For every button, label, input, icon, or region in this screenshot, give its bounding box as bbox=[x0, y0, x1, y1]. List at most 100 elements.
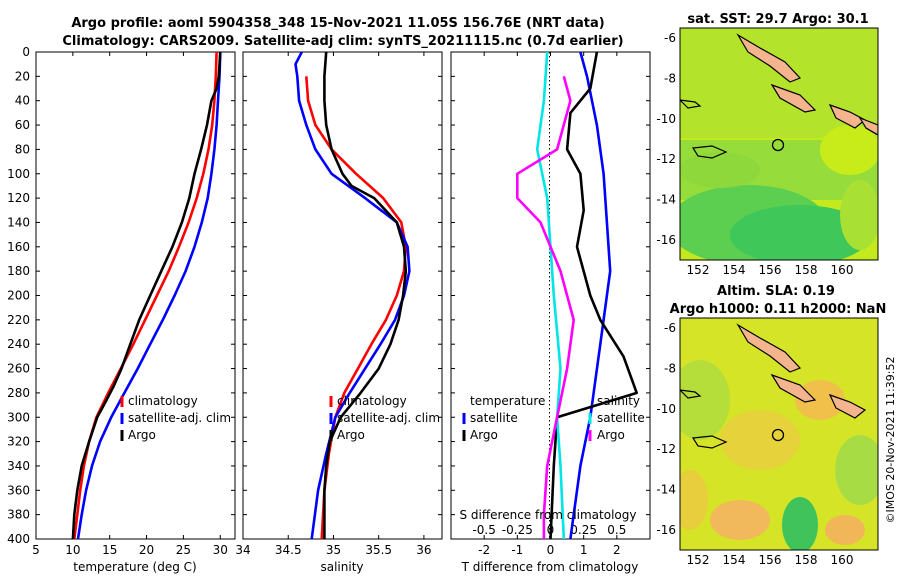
legend-label-s-argo: Argo bbox=[597, 428, 625, 442]
x-tick-label: 1 bbox=[580, 543, 588, 557]
y-tick-label: 0 bbox=[22, 45, 30, 59]
sst-map-frame bbox=[679, 27, 879, 261]
lines-layer bbox=[71, 52, 639, 539]
map-y-tick-label: -16 bbox=[656, 233, 676, 247]
title-line-2: Climatology: CARS2009. Satellite-adj cli… bbox=[62, 34, 623, 49]
map-x-tick-label: 158 bbox=[795, 553, 818, 567]
argo-position-marker bbox=[771, 138, 785, 152]
map-y-tick-label: -6 bbox=[664, 321, 676, 335]
temperature-xlabel: temperature (deg C) bbox=[73, 560, 196, 574]
difference-top-xlabel: S difference from climatology bbox=[460, 508, 637, 522]
salinity-series-group bbox=[294, 52, 411, 539]
x-tick-label: 35.5 bbox=[365, 543, 392, 557]
map-y-tick-label: -10 bbox=[656, 112, 676, 126]
y-tick-label: 280 bbox=[7, 386, 30, 400]
difference-legend: temperature satellite Argo salinity sate… bbox=[462, 394, 645, 442]
salinity-axes bbox=[242, 51, 443, 540]
salinity-xlabel: salinity bbox=[320, 560, 363, 574]
sla-map-field bbox=[680, 318, 878, 550]
x-tick-label: 20 bbox=[139, 543, 154, 557]
x-tick-label: 2 bbox=[613, 543, 621, 557]
x-tick-label: 0 bbox=[547, 543, 555, 557]
series-line-salinity-argo bbox=[515, 75, 576, 539]
x-tick-label: 15 bbox=[102, 543, 117, 557]
series-line-satellite bbox=[294, 52, 411, 539]
y-tick-label: 180 bbox=[7, 264, 30, 278]
x-tick-label: 10 bbox=[65, 543, 80, 557]
y-tick-label: 20 bbox=[15, 69, 30, 83]
temperature-axes bbox=[35, 51, 236, 540]
y-tick-label: 40 bbox=[15, 94, 30, 108]
difference-series-group bbox=[515, 52, 639, 539]
map-y-tick-label: -8 bbox=[664, 71, 676, 85]
series-line-satellite bbox=[76, 52, 222, 539]
map-y-tick-label: -12 bbox=[656, 152, 676, 166]
legend-label-s-satellite: satellite bbox=[597, 411, 645, 425]
x-tick-label: 25 bbox=[176, 543, 191, 557]
map-x-tick-label: 160 bbox=[831, 263, 854, 277]
legend-label-argo: Argo bbox=[128, 428, 156, 442]
tick-layer: 0204060801001201401601802002202402602803… bbox=[7, 31, 853, 567]
y-tick-label: 260 bbox=[7, 362, 30, 376]
x-tick-label: 5 bbox=[32, 543, 40, 557]
legend-label-climatology: climatology bbox=[337, 394, 407, 408]
legend-title-salinity: salinity bbox=[597, 394, 640, 408]
legend-label-t-argo: Argo bbox=[470, 428, 498, 442]
y-tick-label: 340 bbox=[7, 459, 30, 473]
series-line-climatology bbox=[73, 52, 218, 539]
y-tick-label: 360 bbox=[7, 483, 30, 497]
map-y-tick-label: -12 bbox=[656, 442, 676, 456]
salinity-legend: climatology satellite-adj. clim Argo bbox=[329, 394, 440, 442]
x-tick-label: -1 bbox=[511, 543, 523, 557]
y-tick-label: 100 bbox=[7, 167, 30, 181]
map-y-tick-label: -8 bbox=[664, 361, 676, 375]
top-x-tick-label: -0.25 bbox=[502, 523, 533, 537]
x-tick-label: 30 bbox=[213, 543, 228, 557]
sst-map-field bbox=[680, 28, 878, 260]
map-x-tick-label: 156 bbox=[759, 263, 782, 277]
map-x-tick-label: 158 bbox=[795, 263, 818, 277]
legend-label-climatology: climatology bbox=[128, 394, 198, 408]
temperature-series-group bbox=[71, 52, 222, 539]
argo-position-marker bbox=[771, 428, 785, 442]
series-line-temperature-argo bbox=[549, 52, 639, 539]
timestamp: ©IMOS 20-Nov-2021 11:39:52 bbox=[884, 357, 897, 524]
sst-map-title: sat. SST: 29.7 Argo: 30.1 bbox=[687, 12, 868, 27]
title-line-1: Argo profile: aoml 5904358_348 15-Nov-20… bbox=[71, 16, 604, 31]
y-tick-label: 320 bbox=[7, 435, 30, 449]
top-x-tick-label: 0.5 bbox=[607, 523, 626, 537]
y-tick-label: 200 bbox=[7, 289, 30, 303]
legend-label-satellite: satellite-adj. clim bbox=[337, 411, 440, 425]
top-x-tick-label: -0.5 bbox=[472, 523, 495, 537]
temperature-legend: climatology satellite-adj. clim Argo bbox=[120, 394, 231, 442]
difference-axes bbox=[450, 51, 651, 540]
legend-title-temperature: temperature bbox=[470, 394, 545, 408]
legend-label-argo: Argo bbox=[337, 428, 365, 442]
difference-xlabel: T difference from climatology bbox=[461, 560, 639, 574]
y-tick-label: 80 bbox=[15, 142, 30, 156]
series-line-argo bbox=[71, 52, 222, 539]
map-x-tick-label: 160 bbox=[831, 553, 854, 567]
sla-map-frame bbox=[679, 317, 879, 551]
y-tick-label: 400 bbox=[7, 532, 30, 546]
series-line-argo bbox=[323, 52, 408, 539]
x-tick-label: -2 bbox=[478, 543, 490, 557]
series-line-salinity-satellite bbox=[535, 52, 566, 539]
y-tick-label: 140 bbox=[7, 215, 30, 229]
sla-map-title-1: Altim. SLA: 0.19 bbox=[717, 284, 835, 299]
y-tick-label: 300 bbox=[7, 410, 30, 424]
map-y-tick-label: -14 bbox=[656, 192, 676, 206]
y-tick-label: 220 bbox=[7, 313, 30, 327]
x-tick-label: 34 bbox=[235, 543, 250, 557]
y-tick-label: 380 bbox=[7, 508, 30, 522]
x-tick-label: 34.5 bbox=[275, 543, 302, 557]
y-tick-label: 240 bbox=[7, 337, 30, 351]
y-tick-label: 120 bbox=[7, 191, 30, 205]
legend-label-t-satellite: satellite bbox=[470, 411, 518, 425]
series-line-temperature-satellite bbox=[569, 52, 612, 539]
sla-map-title-2: Argo h1000: 0.11 h2000: NaN bbox=[670, 302, 887, 317]
x-tick-label: 35 bbox=[326, 543, 341, 557]
map-y-tick-label: -6 bbox=[664, 31, 676, 45]
y-tick-label: 60 bbox=[15, 118, 30, 132]
map-x-tick-label: 154 bbox=[723, 263, 746, 277]
